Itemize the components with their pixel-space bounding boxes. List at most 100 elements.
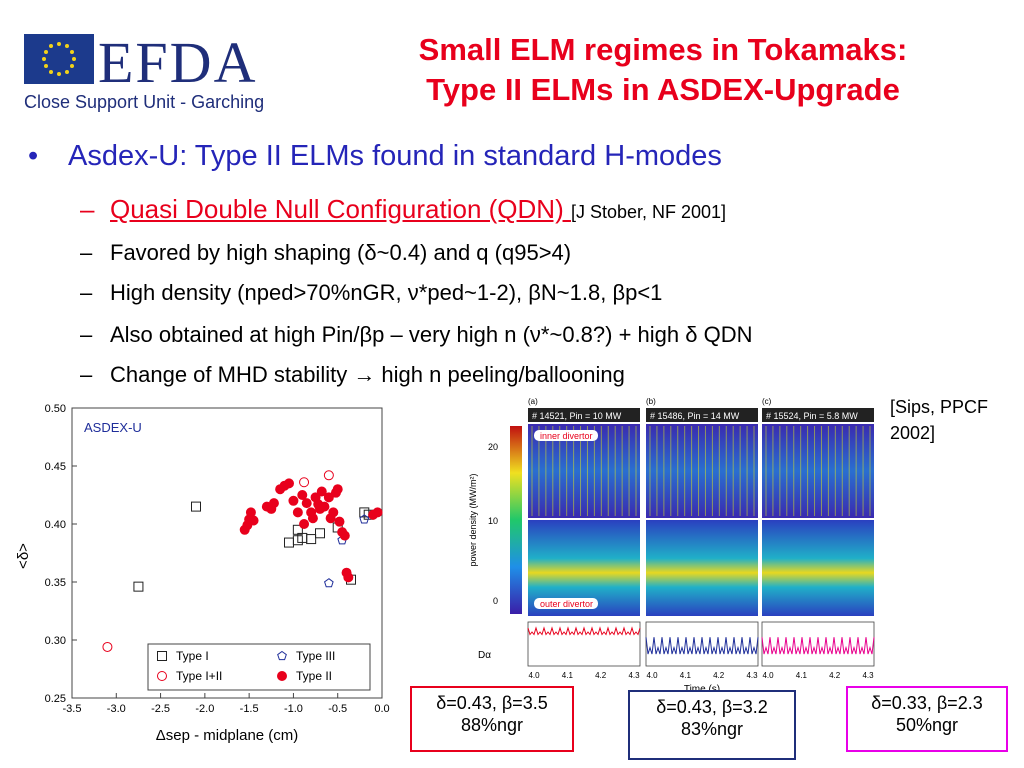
- d-alpha-trace-box: [645, 621, 759, 667]
- type-ii-point: [372, 507, 383, 518]
- colorbar: [510, 426, 522, 614]
- type-ii-point: [292, 507, 303, 518]
- title-line-2: Type II ELMs in ASDEX-Upgrade: [426, 72, 900, 107]
- triangularity-scatter-chart: 0.25 0.30 0.35 0.40 0.45 0.50 -3.5 -3.0 -2.5 -2.…: [15, 403, 390, 744]
- colorbar-tick-10: 10: [488, 516, 498, 526]
- type-ii-point: [316, 486, 327, 497]
- panel-header: # 15486, Pin = 14 MW: [650, 411, 740, 421]
- main-bullet: • Asdex-U: Type II ELMs found in standard…: [28, 140, 722, 172]
- x-axis-label: Δsep - midplane (cm): [156, 727, 299, 744]
- params-box-c-line-1: δ=0.33, β=2.3: [871, 693, 983, 713]
- trace-panel-2: (b) # 15486, Pin = 14 MW 4.0 4.1 4.2 4.3: [645, 397, 759, 680]
- type-ii-point: [334, 516, 345, 527]
- legend-marker: [157, 671, 167, 681]
- params-box-b-line-2: 83%ngr: [680, 719, 744, 739]
- d-alpha-label: Dα: [478, 650, 491, 661]
- sub-bullet-2: – Favored by high shaping (δ~0.4) and q (…: [80, 240, 572, 265]
- qdn-link[interactable]: Quasi Double Null Configuration (QDN): [110, 194, 571, 224]
- sub-bullet-4: – Also obtained at high Pin/βp – very hig…: [80, 322, 753, 347]
- x-tick-label: -2.5: [151, 703, 170, 715]
- outer-divertor-map: [762, 520, 874, 616]
- type-ii-point: [339, 530, 350, 541]
- legend-marker: [277, 650, 287, 661]
- params-box-b: δ=0.43, β=3.2 83%ngr: [628, 690, 796, 760]
- time-tick-label: 4.0: [528, 671, 540, 680]
- sub-bullet-5-text: Change of MHD stability → high n peeling…: [110, 362, 625, 387]
- colorbar-label: power density (MW/m²): [468, 473, 478, 566]
- type-ii-point: [248, 515, 259, 526]
- panel-label: (c): [762, 397, 772, 406]
- divertor-traces-figure: 20 10 0 power density (MW/m²) Dα Time (s…: [468, 397, 875, 695]
- stober-citation: [J Stober, NF 2001]: [570, 202, 727, 222]
- y-axis-ticks: 0.25 0.30 0.35 0.40 0.45 0.50: [45, 403, 77, 705]
- sub-bullet-2-text: Favored by high shaping (δ~0.4) and q (q…: [110, 240, 572, 265]
- type-i-ii-point: [102, 641, 113, 652]
- time-tick-label: 4.3: [628, 671, 640, 680]
- sub-bullet-1: – Quasi Double Null Configuration (QDN) […: [80, 194, 727, 224]
- outer-divertor-label: outer divertor: [540, 599, 593, 609]
- type-i-point: [133, 581, 144, 592]
- type-i-ii-point: [299, 477, 310, 488]
- y-tick-label: 0.45: [45, 461, 66, 473]
- x-tick-label: -1.5: [240, 703, 259, 715]
- y-tick-label: 0.50: [45, 403, 66, 415]
- logo-text: EFDA: [98, 30, 258, 95]
- sub-bullet-3: – High density (nped>70%nGR, ν*ped~1-2), …: [80, 280, 663, 305]
- panel-label: (a): [528, 397, 538, 406]
- panel-header-bg: [762, 408, 874, 422]
- inner-label-bg: [534, 430, 598, 441]
- params-box-c-line-2: 50%ngr: [895, 715, 959, 735]
- legend-label: Type I: [176, 649, 209, 663]
- time-tick-label: 4.3: [862, 671, 874, 680]
- sips-citation-line-1: [Sips, PPCF: [890, 397, 989, 417]
- type-ii-point: [307, 513, 318, 524]
- legend-marker: [277, 671, 287, 681]
- sub-bullet-4-text: Also obtained at high Pin/βp – very high…: [110, 322, 753, 347]
- time-tick-label: 4.1: [680, 671, 692, 680]
- y-tick-label: 0.25: [45, 693, 66, 705]
- x-tick-label: -1.0: [284, 703, 303, 715]
- time-tick-label: 4.1: [562, 671, 574, 680]
- params-box-a-line-2: 88%ngr: [460, 715, 524, 735]
- inner-divertor-label: inner divertor: [540, 431, 593, 441]
- type-iii-point: [324, 578, 334, 588]
- efda-logo: [24, 30, 314, 120]
- sub-bullet-3-text: High density (nped>70%nGR, ν*ped~1-2), β…: [110, 280, 663, 305]
- type-i-point: [306, 534, 317, 545]
- y-axis-label: <δ>: [15, 543, 32, 569]
- legend-label: Type I+II: [176, 669, 222, 683]
- type-i-point: [315, 528, 325, 539]
- slide-title: Small ELM regimes in Tokamaks: Type II E…: [318, 30, 1008, 110]
- outer-label-bg: [534, 598, 598, 609]
- type-ii-point: [301, 498, 312, 509]
- x-axis-ticks: -3.5 -3.0 -2.5 -2.0 -1.5 -1.0 -0.5 0.0: [63, 693, 390, 715]
- d-alpha-trace: [645, 637, 759, 655]
- title-line-1: Small ELM regimes in Tokamaks:: [418, 32, 908, 67]
- time-tick-label: 4.1: [796, 671, 808, 680]
- params-box-b-line-1: δ=0.43, β=3.2: [656, 697, 768, 717]
- logo-subtitle: Close Support Unit - Garching: [24, 92, 265, 112]
- sips-citation-line-2: 2002]: [890, 423, 936, 443]
- time-tick-label: 4.2: [595, 671, 607, 680]
- x-tick-label: -3.0: [107, 703, 126, 715]
- type-ii-point: [288, 495, 299, 506]
- legend-label: Type II: [296, 669, 332, 683]
- trace-panels: (a) # 14521, Pin = 10 MW 4.0 4.1 4.2 4.3 inner…: [527, 397, 875, 680]
- type-ii-point: [268, 498, 279, 509]
- time-tick-label: 4.2: [829, 671, 841, 680]
- type-ii-point: [343, 572, 354, 583]
- eu-flag-icon: [24, 34, 94, 84]
- colorbar-tick-20: 20: [488, 442, 498, 452]
- time-tick-label: 4.3: [746, 671, 758, 680]
- chart-title: ASDEX-U: [84, 420, 142, 435]
- inner-divertor-map: [762, 424, 874, 518]
- inner-divertor-map: [646, 424, 758, 518]
- type-ii-point: [328, 507, 339, 518]
- type-ii-point: [319, 501, 330, 512]
- y-tick-label: 0.35: [45, 577, 66, 589]
- y-tick-label: 0.40: [45, 519, 66, 531]
- type-i-point: [191, 501, 201, 512]
- type-iii-point: [359, 514, 370, 524]
- params-box-a: δ=0.43, β=3.5 88%ngr: [410, 686, 574, 752]
- legend-marker: [157, 651, 167, 661]
